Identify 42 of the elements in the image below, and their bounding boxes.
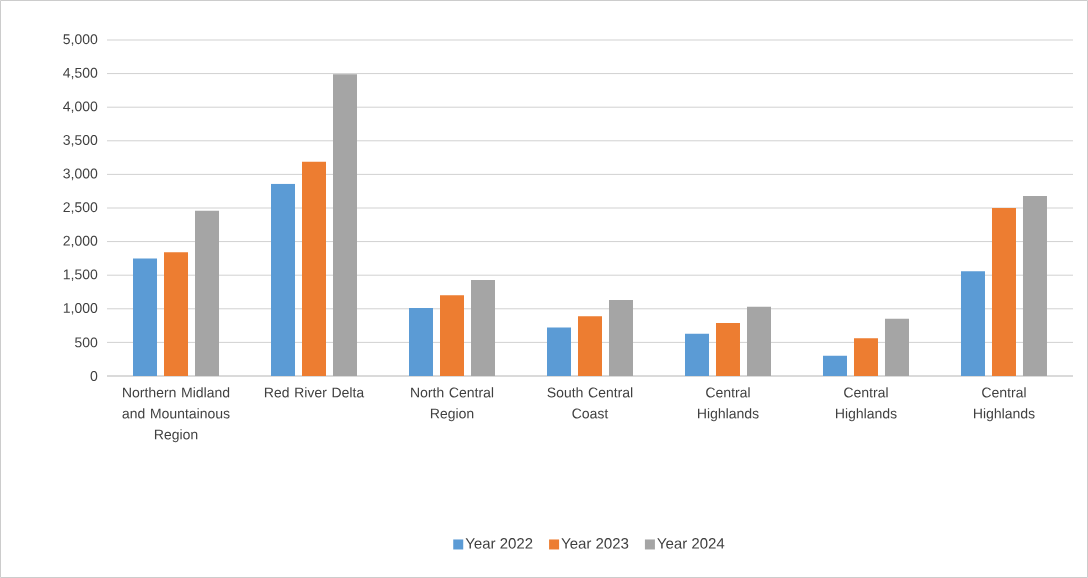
y-tick-label: 3,000: [63, 168, 98, 181]
bar: [853, 338, 878, 376]
x-tick-label: South Central Coast: [547, 387, 633, 419]
legend-label: Year 2023: [561, 538, 629, 549]
bar: [685, 333, 709, 376]
bar: [133, 258, 158, 376]
x-tick-label: North Central Region: [411, 387, 494, 422]
bar: [1022, 195, 1047, 376]
y-tick-label: 1,000: [63, 303, 98, 315]
legend-label: Year 2022: [465, 538, 533, 549]
bar: [960, 271, 985, 376]
y-tick-label: 0: [90, 371, 98, 381]
bar: [195, 210, 220, 376]
y-tick-label: 4,500: [63, 67, 98, 80]
bar: [333, 74, 357, 376]
bar: [440, 295, 464, 376]
x-tick-label: Northern Midland and Mountainous Region: [122, 387, 230, 443]
bar: [822, 355, 847, 376]
bar: [547, 327, 571, 376]
x-tick-label: Central Highlands: [698, 387, 759, 422]
legend-label: Year 2024: [657, 538, 725, 549]
bar: [991, 207, 1016, 376]
bar: [471, 279, 495, 376]
x-tick-label: Central Highlands: [836, 387, 897, 422]
y-tick-label: 1,500: [63, 269, 98, 281]
x-tick-label: Central Highlands: [974, 387, 1035, 422]
y-tick-label: 5,000: [63, 34, 98, 46]
bar: [578, 316, 602, 376]
y-tick-label: 500: [75, 337, 98, 348]
bar: [302, 161, 327, 376]
bar: [609, 300, 633, 376]
bar: [409, 308, 433, 376]
y-tick-label: 3,500: [63, 135, 98, 147]
x-tick-label: Red River Delta: [264, 387, 365, 398]
y-tick-label: 2,500: [63, 202, 98, 214]
bar: [716, 322, 740, 376]
y-tick-label: 4,000: [63, 101, 98, 113]
y-tick-label: 2,000: [63, 235, 98, 248]
bar: [884, 318, 909, 376]
bar: [164, 252, 189, 376]
bar: [271, 183, 295, 376]
bar: [747, 306, 771, 376]
